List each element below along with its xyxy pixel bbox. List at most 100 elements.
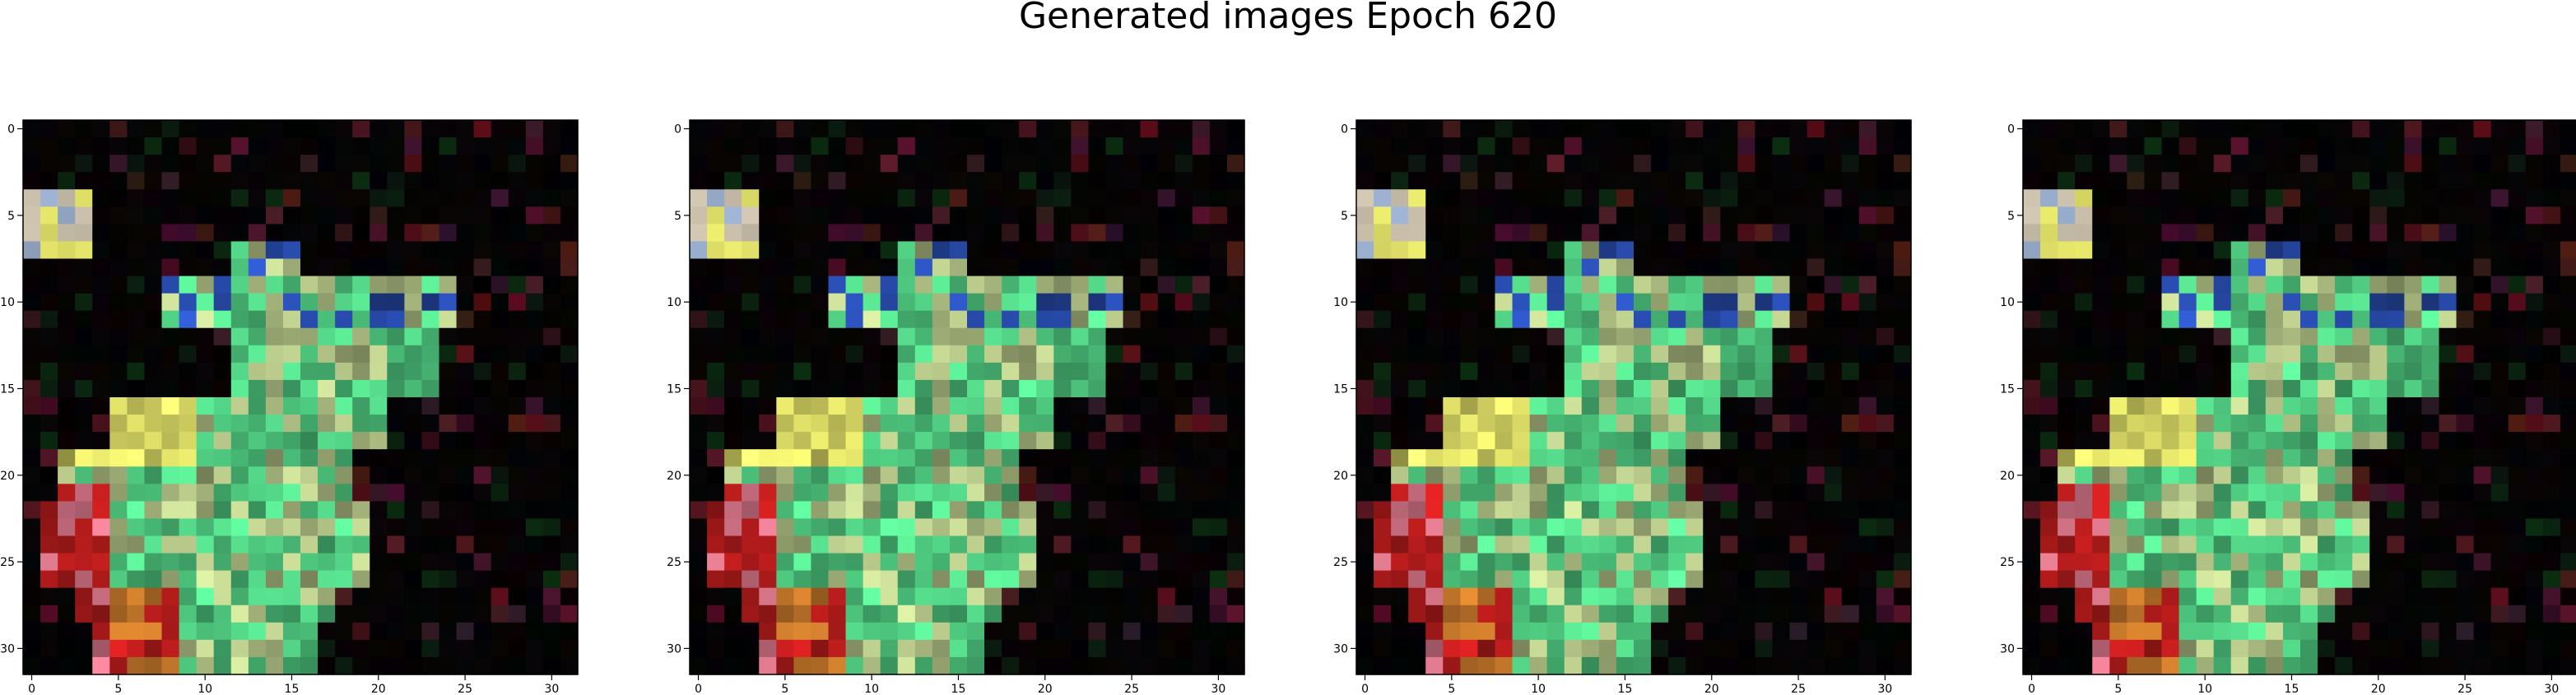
- pixel: [1893, 224, 1912, 243]
- pixel: [213, 466, 232, 484]
- pixel: [1443, 605, 1461, 623]
- pixel: [2560, 484, 2576, 502]
- pixel: [1425, 345, 1444, 364]
- pixel: [2335, 189, 2353, 207]
- pixel: [58, 293, 76, 312]
- pixel: [2040, 379, 2058, 398]
- pixel: [2439, 622, 2457, 641]
- pixel: [1209, 189, 1228, 207]
- pixel: [2265, 172, 2284, 190]
- pixel: [282, 484, 301, 502]
- pixel: [707, 362, 725, 381]
- pixel: [2178, 570, 2197, 589]
- pixel: [1495, 327, 1514, 346]
- pixel: [776, 120, 794, 138]
- pixel: [1002, 327, 1020, 346]
- pixel: [1157, 656, 1176, 675]
- pixel: [2040, 605, 2058, 623]
- pixel: [439, 258, 458, 277]
- pixel: [1140, 276, 1159, 294]
- pixel: [1772, 276, 1791, 294]
- pixel: [2456, 310, 2475, 329]
- pixel: [1858, 570, 1877, 589]
- pixel: [75, 155, 93, 173]
- pixel: [690, 293, 708, 312]
- pixel: [1616, 432, 1634, 450]
- pixel: [1772, 379, 1791, 398]
- pixel: [230, 345, 249, 364]
- pixel: [300, 276, 319, 294]
- pixel: [92, 206, 110, 225]
- pixel: [2092, 137, 2110, 155]
- pixel: [845, 518, 864, 537]
- pixel: [2369, 276, 2388, 294]
- pixel: [1737, 206, 1756, 225]
- pixel: [1581, 362, 1600, 381]
- pixel: [1374, 327, 1392, 346]
- pixel: [1651, 639, 1669, 658]
- pixel: [1824, 172, 1843, 190]
- pixel: [2542, 553, 2561, 572]
- pixel: [1512, 553, 1531, 572]
- pixel: [144, 189, 163, 207]
- pixel: [213, 501, 232, 520]
- pixel: [92, 570, 110, 589]
- pixel: [880, 345, 899, 364]
- pixel: [2161, 553, 2180, 572]
- axes-frame: [22, 119, 579, 675]
- pixel: [793, 155, 812, 173]
- pixel: [932, 327, 951, 346]
- pixel: [2075, 518, 2093, 537]
- pixel: [707, 605, 725, 623]
- pixel: [92, 622, 110, 641]
- pixel: [776, 622, 794, 641]
- pixel: [776, 466, 794, 484]
- pixel: [1408, 639, 1426, 658]
- pixel: [2196, 276, 2215, 294]
- pixel: [1581, 432, 1600, 450]
- pixel: [690, 639, 708, 658]
- pixel: [1841, 189, 1860, 207]
- pixel: [1088, 206, 1107, 225]
- pixel: [2404, 553, 2423, 572]
- pixel: [690, 276, 708, 294]
- pixel: [932, 241, 951, 260]
- pixel: [2075, 189, 2093, 207]
- pixel: [473, 484, 492, 502]
- pixel: [161, 310, 180, 329]
- pixel: [1408, 466, 1426, 484]
- pixel: [1477, 622, 1496, 641]
- pixel: [1512, 258, 1531, 277]
- pixel: [387, 379, 405, 398]
- pixel: [213, 379, 232, 398]
- pixel: [2040, 518, 2058, 537]
- pixel: [2473, 466, 2492, 484]
- pixel: [2352, 224, 2370, 243]
- pixel: [2248, 656, 2267, 675]
- pixel: [1529, 587, 1548, 606]
- pixel: [439, 379, 458, 398]
- pixel: [40, 397, 58, 415]
- pixel: [1019, 570, 1037, 589]
- pixel: [1529, 622, 1548, 641]
- pixel: [40, 466, 58, 484]
- pixel: [1893, 553, 1912, 572]
- pixel: [2542, 189, 2561, 207]
- pixel: [127, 189, 146, 207]
- pixel: [932, 310, 951, 329]
- pixel: [690, 535, 708, 554]
- pixel: [491, 518, 509, 537]
- pixel: [1226, 518, 1245, 537]
- pixel: [1686, 293, 1704, 312]
- pixel: [370, 362, 388, 381]
- pixel: [2456, 587, 2475, 606]
- pixel: [1443, 224, 1461, 243]
- pixel: [1408, 535, 1426, 554]
- pixel: [2508, 605, 2527, 623]
- pixel: [2144, 415, 2163, 433]
- pixel: [1226, 605, 1245, 623]
- pixel: [213, 327, 232, 346]
- pixel: [2542, 172, 2561, 190]
- pixel: [1720, 622, 1738, 641]
- pixel: [967, 137, 985, 155]
